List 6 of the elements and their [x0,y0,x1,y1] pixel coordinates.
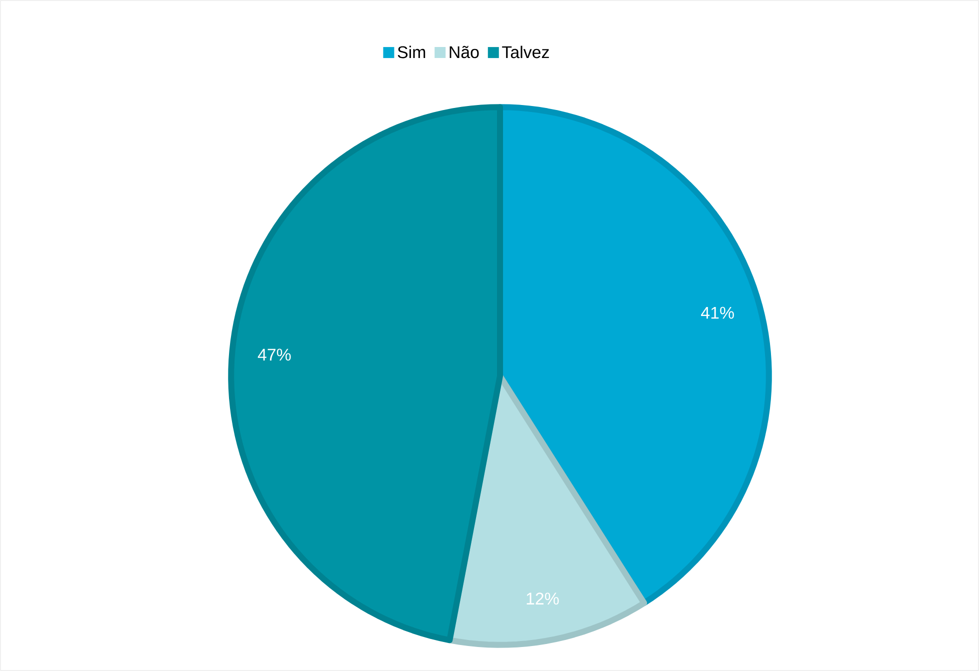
legend-label: Não [450,46,479,58]
legend-label: Sim [398,46,426,58]
data-label: 12% [526,592,559,605]
data-label: 41% [701,306,734,319]
legend-label: Talvez [502,46,549,58]
data-label: 47% [258,348,291,361]
